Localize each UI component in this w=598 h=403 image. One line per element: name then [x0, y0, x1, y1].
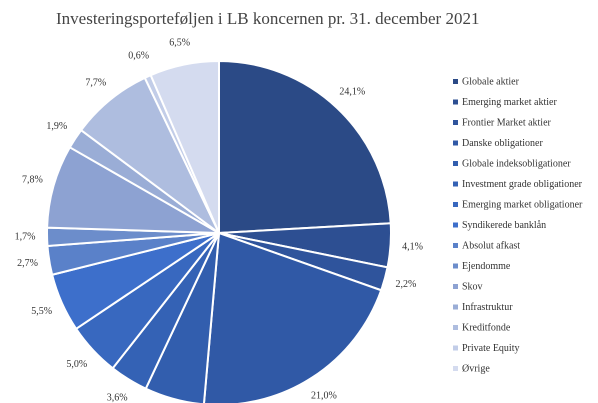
legend-swatch [453, 120, 458, 125]
data-label: 1,9% [46, 121, 67, 132]
data-label: 2,7% [17, 258, 38, 269]
data-label: 4,1% [402, 241, 423, 252]
legend-label: Infrastruktur [462, 302, 513, 313]
data-label: 7,8% [22, 174, 43, 185]
legend-swatch [453, 366, 458, 371]
legend-label: Skov [462, 281, 483, 292]
data-label: 5,0% [66, 359, 87, 370]
legend-swatch [453, 99, 458, 105]
chart-title: Investeringsporteføljen i LB koncernen p… [56, 9, 479, 28]
legend-label: Syndikerede banklån [462, 220, 546, 231]
legend-label: Absolut afkast [462, 240, 520, 251]
pie-slice [218, 59, 392, 235]
data-label: 21,0% [311, 390, 337, 401]
legend-swatch [453, 181, 458, 187]
data-label: 0,6% [128, 51, 149, 62]
legend-label: Frontier Market aktier [462, 117, 552, 128]
legend-swatch [453, 140, 458, 146]
legend-label: Globale indeksobligationer [462, 158, 571, 169]
legend-label: Investment grade obligationer [462, 179, 583, 190]
legend-swatch [453, 284, 458, 289]
pie-slice [203, 231, 383, 403]
legend-swatch [453, 79, 458, 84]
legend-swatch [453, 161, 458, 166]
legend-swatch [453, 243, 458, 248]
data-label: 1,7% [15, 232, 36, 243]
legend-label: Private Equity [462, 343, 520, 354]
legend-label: Danske obligationer [462, 138, 543, 149]
legend-label: Kreditfonde [462, 322, 511, 333]
legend-label: Emerging market aktier [462, 97, 557, 108]
legend-label: Ejendomme [462, 261, 511, 272]
data-label: 24,1% [339, 86, 365, 97]
legend-label: Globale aktier [462, 76, 520, 87]
legend-swatch [453, 222, 458, 228]
legend-swatch [453, 304, 458, 310]
data-label: 2,2% [396, 279, 417, 290]
legend-swatch [453, 345, 458, 351]
legend-label: Emerging market obligationer [462, 199, 583, 210]
data-label: 6,5% [169, 37, 190, 48]
legend-label: Øvrige [462, 363, 490, 374]
data-label: 7,7% [85, 77, 106, 88]
pie-slice [149, 59, 220, 234]
data-label: 3,6% [107, 392, 128, 403]
legend-swatch [453, 202, 458, 207]
legend-swatch [453, 263, 458, 269]
data-label: 5,5% [31, 306, 52, 317]
legend-swatch [453, 325, 458, 330]
